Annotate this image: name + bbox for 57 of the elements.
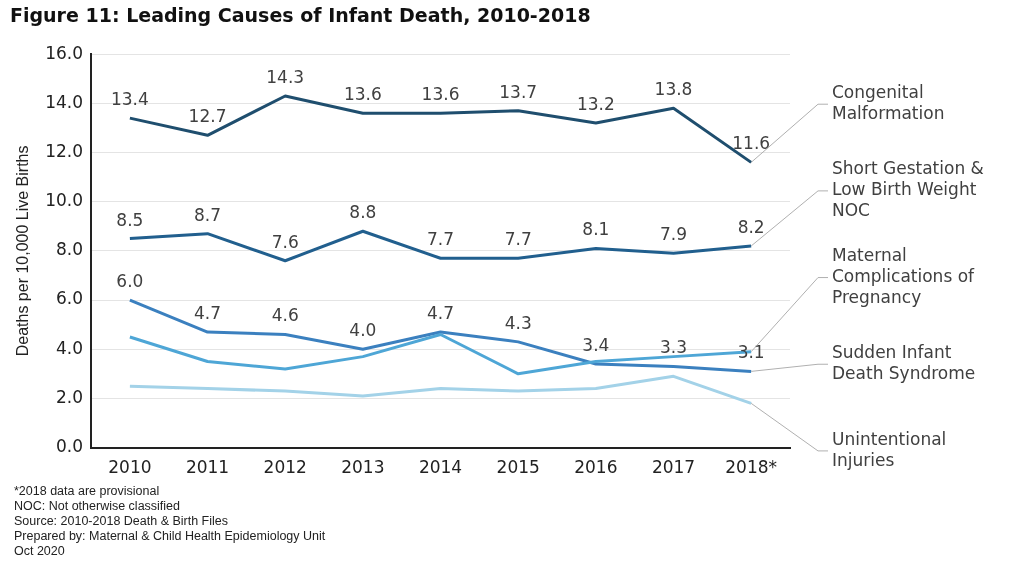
data-label: 3.3 (659, 337, 688, 358)
data-label: 3.1 (737, 342, 765, 363)
data-label: 13.2 (576, 93, 615, 114)
y-tick-label: 8.0 (56, 239, 84, 260)
data-label: 13.8 (654, 79, 693, 100)
text: Maternal Complications of Pregnancy (832, 244, 976, 307)
data-label: 7.7 (504, 229, 532, 250)
y-tick-label: 0.0 (56, 436, 84, 457)
data-label: 4.7 (427, 302, 455, 323)
data-label: 13.7 (499, 81, 538, 102)
y-tick-label: 12.0 (45, 140, 84, 161)
data-label: 4.6 (271, 305, 299, 326)
chart-title: Figure 11: Leading Causes of Infant Death, 2010-2018 (10, 4, 591, 26)
x-tick-label: 2014 (418, 457, 463, 478)
data-label: 8.2 (737, 216, 765, 237)
y-tick-label: 6.0 (56, 288, 84, 309)
y-tick-label: 14.0 (45, 91, 84, 112)
data-label: 8.7 (194, 204, 222, 225)
x-tick-label: 2016 (574, 457, 618, 478)
data-label: 13.4 (110, 89, 149, 110)
x-tick-label: 2011 (185, 457, 230, 478)
data-label: 13.6 (343, 84, 382, 105)
data-label: 4.7 (194, 302, 222, 323)
y-tick-label: 2.0 (56, 386, 84, 407)
x-tick-label: 2012 (263, 457, 307, 478)
text: Unintentional Injuries (832, 428, 947, 470)
text: *2018 data are provisional (14, 484, 160, 498)
data-label: 8.5 (116, 209, 144, 230)
y-axis-title: Deaths per 10,000 Live Births (14, 145, 32, 357)
data-label: 8.1 (582, 219, 610, 240)
data-label: 3.4 (582, 334, 610, 355)
data-label: 4.3 (504, 312, 532, 333)
y-tick-label: 16.0 (45, 42, 84, 63)
data-label: 11.6 (732, 133, 771, 154)
data-label: 6.0 (116, 271, 144, 291)
data-label: 12.7 (188, 106, 227, 127)
x-tick-label: 2015 (496, 457, 540, 478)
data-label: 7.7 (427, 229, 455, 250)
text: Prepared by: Maternal & Child Health Epidemiology Unit (14, 529, 326, 543)
data-label: 7.6 (271, 231, 299, 252)
x-tick-label: 2018* (725, 457, 778, 478)
text: NOC: Not otherwise classified (14, 499, 181, 513)
data-label: 14.3 (266, 66, 305, 87)
text: Oct 2020 (14, 544, 65, 558)
y-tick-label: 10.0 (45, 190, 84, 211)
text: Congenital Malformation (832, 82, 945, 124)
data-label: 7.9 (659, 224, 688, 245)
x-tick-label: 2013 (341, 457, 385, 478)
data-label: 4.0 (349, 320, 377, 341)
data-label: 13.6 (421, 84, 460, 105)
x-tick-label: 2010 (108, 457, 152, 478)
text: Sudden Infant Death Syndrome (832, 342, 976, 384)
text: Short Gestation & Low Birth Weight NOC (832, 158, 984, 221)
source-note: Source: 2010-2018 Death & Birth Files (14, 514, 229, 528)
x-tick-label: 2017 (651, 457, 696, 478)
data-label: 8.8 (349, 202, 377, 223)
y-tick-label: 4.0 (56, 337, 84, 358)
